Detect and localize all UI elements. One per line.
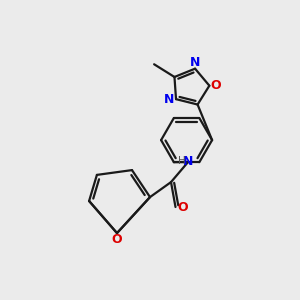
Text: N: N [164,93,175,106]
Text: O: O [111,233,122,246]
Text: H: H [178,156,185,167]
Text: O: O [178,201,188,214]
Text: O: O [211,79,221,92]
Text: N: N [190,56,200,69]
Text: N: N [183,154,194,168]
